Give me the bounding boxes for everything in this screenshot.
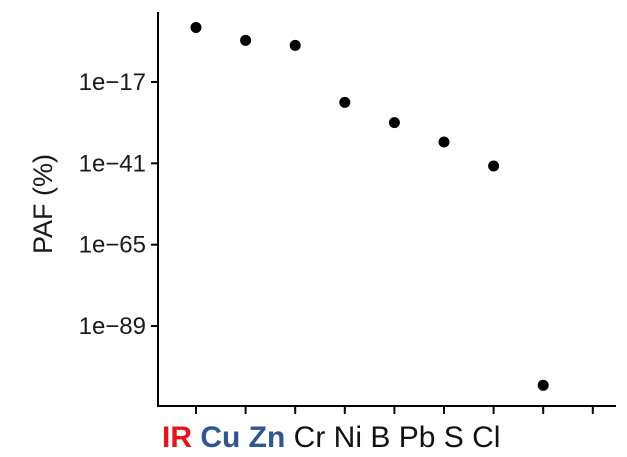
x-category-label-ni: Ni — [325, 421, 362, 454]
x-category-label-cl: Cl — [464, 421, 501, 454]
data-point-ir — [190, 21, 202, 33]
x-category-label-cr: Cr — [285, 421, 325, 454]
x-category-label-ir: IR — [162, 421, 192, 454]
y-tick-label: 1e−17 — [79, 69, 146, 96]
data-point-zn — [289, 39, 301, 51]
data-point-b — [438, 136, 450, 148]
y-tick-label: 1e−89 — [79, 313, 146, 340]
x-category-label-cu: Cu — [192, 421, 240, 454]
x-axis — [157, 405, 616, 414]
x-category-label-b: B — [362, 421, 390, 454]
x-category-label-pb: Pb — [390, 421, 435, 454]
x-category-labels: IR Cu Zn Cr Ni B Pb S Cl — [162, 421, 500, 454]
y-tick-label: 1e−65 — [79, 232, 146, 259]
data-point-cu — [240, 34, 252, 46]
y-axis-label: PAF (%) — [28, 154, 58, 254]
data-point-ni — [388, 117, 400, 129]
y-tick-label: 1e−41 — [79, 150, 146, 177]
data-point-cl — [537, 379, 549, 391]
data-point-cr — [339, 96, 351, 108]
x-category-label-zn: Zn — [240, 421, 285, 454]
data-point-pb — [488, 160, 500, 172]
x-category-label-s: S — [435, 421, 463, 454]
y-axis: 1e−17 1e−41 1e−65 1e−89 — [79, 12, 159, 406]
data-points — [190, 21, 549, 391]
